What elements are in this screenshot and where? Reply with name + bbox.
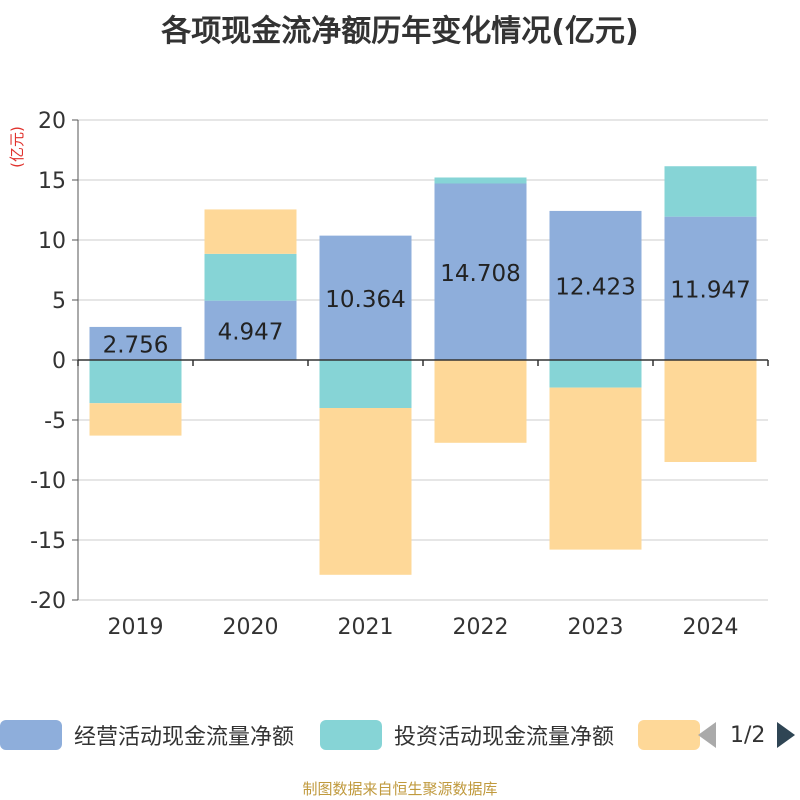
bar-2019-series-2 [89,403,182,436]
x-tick-label: 2022 [453,615,509,640]
bar-2024-series-0 [664,216,757,360]
bar-2023-series-0 [549,210,642,360]
data-label-2023: 12.423 [555,274,635,300]
chart-title: 各项现金流净额历年变化情况(亿元) [161,14,639,49]
legend-next-page-icon[interactable] [777,722,796,748]
y-tick-label: -10 [30,469,66,494]
y-tick-label: -20 [30,589,66,614]
x-tick-label: 2024 [683,615,739,640]
legend-item-investing[interactable]: 投资活动现金流量净额 [320,716,614,754]
y-tick-label: -15 [30,529,66,554]
x-tick-label: 2019 [108,615,164,640]
data-label-2022: 14.708 [440,261,520,287]
x-tick-label: 2023 [568,615,624,640]
data-label-2019: 2.756 [103,332,169,358]
data-label-2020: 4.947 [218,319,284,345]
y-tick-label: 5 [52,289,66,314]
bar-2020-series-0 [204,300,297,360]
legend-pager: 1/2 [698,716,796,754]
bar-2024-series-2 [664,360,757,462]
legend-swatch-investing [320,720,382,750]
legend-item-operating[interactable]: 经营活动现金流量净额 [0,716,294,754]
legend: 经营活动现金流量净额 投资活动现金流量净额 [0,716,800,754]
x-tick-label: 2020 [223,615,279,640]
bar-2021-series-0 [319,235,412,360]
data-label-2021: 10.364 [325,287,405,313]
x-tick-label: 2021 [338,615,394,640]
chart-plot: 20 15 10 5 0 -5 -10 -15 -20 (亿元) 2.756 4.947 10.364 1… [8,109,769,640]
bar-2021-series-1 [319,360,412,408]
legend-swatch-operating [0,720,62,750]
bar-2019-series-1 [89,360,182,404]
y-tick-label: -5 [44,409,66,434]
y-tick-label: 20 [38,109,66,134]
bar-2022-series-1 [434,177,527,184]
data-label-2024: 11.947 [670,277,750,303]
legend-swatch-financing [638,720,700,750]
bar-2020-series-1 [204,253,297,301]
y-tick-label: 15 [38,169,66,194]
bar-2023-series-2 [549,387,642,550]
bar-2021-series-2 [319,408,412,575]
bar-2023-series-1 [549,360,642,388]
bar-2020-series-2 [204,209,297,254]
source-note: 制图数据来自恒生聚源数据库 [302,780,498,798]
y-tick-label: 10 [38,229,66,254]
bar-2024-series-1 [664,166,757,217]
legend-page-indicator: 1/2 [730,722,766,748]
bar-2022-series-0 [434,183,527,360]
legend-label-operating: 经营活动现金流量净额 [74,725,295,750]
legend-label-investing: 投资活动现金流量净额 [394,725,615,750]
legend-prev-page-icon[interactable] [698,722,716,748]
bar-2022-series-2 [434,360,527,443]
y-axis-unit-label: (亿元) [8,126,26,168]
bar-2019-series-0 [89,326,182,360]
legend-item-financing[interactable] [638,716,700,754]
y-tick-label: 0 [52,349,66,374]
